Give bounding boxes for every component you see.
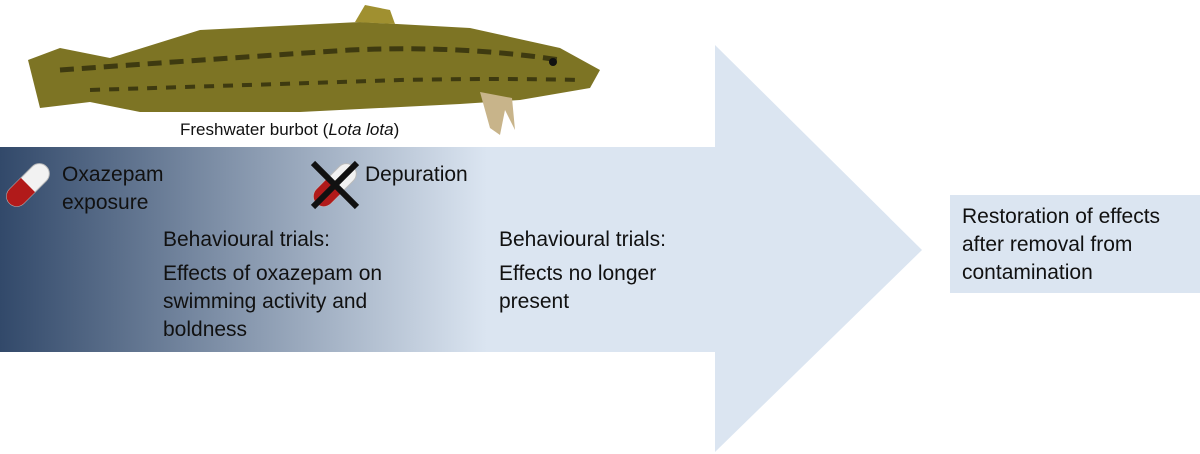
caption-text: ) <box>393 120 400 139</box>
cross <box>310 160 360 210</box>
trial-text: Effects of oxazepam on swimming activity… <box>163 262 383 341</box>
trial-heading: Behavioural trials: <box>499 228 666 251</box>
trial-text: Effects no longer present <box>499 262 657 313</box>
step-label: Depuration <box>365 163 468 186</box>
caption-species: Lota lota <box>328 120 394 139</box>
arrow-body <box>0 147 716 352</box>
caption-text: Freshwater burbot ( <box>180 120 329 139</box>
outcome-box: Restoration of effects after removal fro… <box>950 195 1200 293</box>
outcome-text: Restoration of effects after removal fro… <box>962 205 1161 284</box>
pill-icon <box>6 163 50 207</box>
arrow-head <box>715 45 922 452</box>
step-label: Oxazepam exposure <box>62 163 164 214</box>
fish-caption: Freshwater burbot (Lota lota) <box>180 120 399 140</box>
fish <box>28 5 600 135</box>
trial-heading: Behavioural trials: <box>163 228 330 251</box>
